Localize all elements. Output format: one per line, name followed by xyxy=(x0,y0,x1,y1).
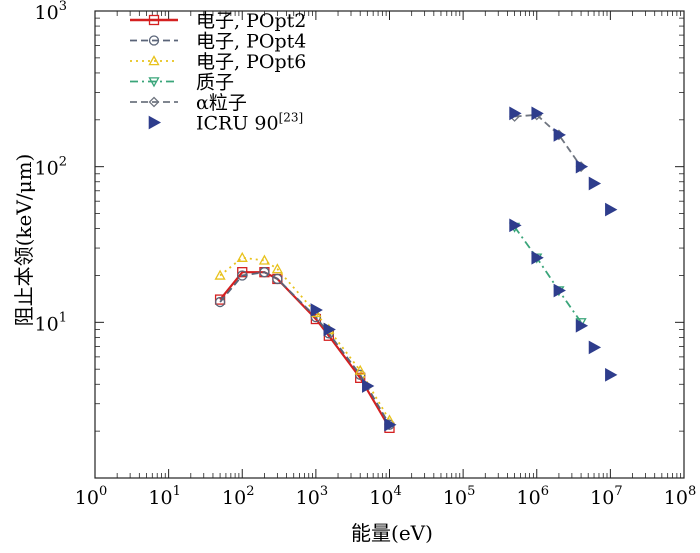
legend-item: α粒子 xyxy=(130,92,247,114)
data-point xyxy=(214,296,226,308)
axes: 100 101 102 103 104 105 106 107 108 101 102 103 xyxy=(35,0,697,509)
x-tick-label: 107 xyxy=(590,484,622,509)
data-point xyxy=(354,364,366,375)
x-tick-label: 103 xyxy=(296,484,328,509)
legend-label: ICRU 90[23] xyxy=(196,111,303,135)
series-1 xyxy=(214,267,395,433)
legend-label: 电子, POpt2 xyxy=(196,10,306,32)
data-point xyxy=(355,369,366,380)
y-tick-label: 101 xyxy=(35,310,67,335)
y-axis-title: 阻止本领(keV/μm) xyxy=(12,154,36,327)
series-line xyxy=(513,226,582,323)
series-2 xyxy=(214,267,395,430)
legend-label: α粒子 xyxy=(196,92,247,114)
legend-marker xyxy=(148,77,160,88)
data-point xyxy=(605,202,618,217)
series-line xyxy=(219,256,391,421)
data-point xyxy=(384,417,397,432)
plot-frame xyxy=(94,10,685,479)
data-point xyxy=(259,267,270,278)
x-tick-label: 108 xyxy=(664,484,696,509)
legend-label: 质子 xyxy=(196,72,234,94)
series-line xyxy=(219,271,391,426)
x-tick-label: 100 xyxy=(75,484,107,509)
legend-marker xyxy=(148,14,160,26)
legend-marker xyxy=(148,96,160,108)
data-point xyxy=(531,250,544,265)
data-point xyxy=(575,159,589,174)
data-point xyxy=(310,303,323,317)
legend-item: 电子, POpt4 xyxy=(130,31,306,53)
y-tick-label: 102 xyxy=(35,155,67,180)
x-tick-label: 101 xyxy=(148,484,180,509)
data-point xyxy=(362,379,375,393)
legend-marker xyxy=(148,115,162,130)
series-4 xyxy=(508,222,587,329)
data-point xyxy=(588,176,602,191)
series-5 xyxy=(509,109,587,173)
legend-item: ICRU 90[23] xyxy=(148,111,303,135)
data-point xyxy=(553,128,566,142)
x-tick-label: 104 xyxy=(369,484,401,509)
data-point xyxy=(237,270,248,281)
x-tick-label: 102 xyxy=(222,484,254,509)
legend-item: 电子, POpt2 xyxy=(130,10,306,32)
legend-marker xyxy=(148,35,160,46)
series-3 xyxy=(214,251,396,425)
data-point xyxy=(509,218,522,233)
legend-marker xyxy=(148,55,160,66)
y-tick-label: 103 xyxy=(35,0,67,24)
series-line xyxy=(514,113,582,168)
data-point xyxy=(323,322,336,337)
data-point xyxy=(272,273,283,285)
data-point xyxy=(605,367,618,382)
data-point xyxy=(588,340,602,355)
data-point xyxy=(214,269,226,280)
data-point xyxy=(258,254,271,265)
x-axis-title: 能量(eV) xyxy=(351,521,433,545)
legend-label: 电子, POpt4 xyxy=(196,31,306,53)
series-line xyxy=(219,271,391,429)
legend-item: 质子 xyxy=(130,72,234,94)
x-tick-label: 106 xyxy=(517,484,549,509)
data-point xyxy=(531,106,544,121)
data-point xyxy=(553,283,566,298)
legend-item: 电子, POpt6 xyxy=(130,51,306,73)
data-point xyxy=(271,263,283,274)
data-point xyxy=(236,251,248,262)
x-tick-label: 105 xyxy=(443,484,475,509)
legend-label: 电子, POpt6 xyxy=(196,51,306,73)
data-point xyxy=(509,106,522,121)
data-point xyxy=(575,318,589,333)
series-layer xyxy=(214,106,618,433)
series-6 xyxy=(310,106,618,432)
